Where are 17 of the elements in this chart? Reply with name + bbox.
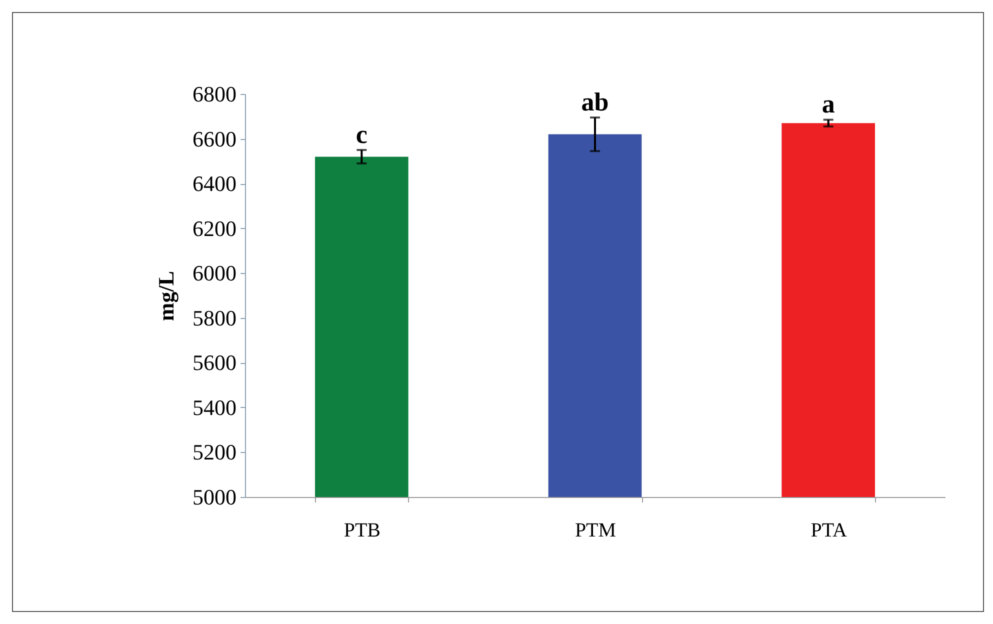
y-tick-label: 6800 bbox=[192, 82, 236, 106]
y-tick-label: 5800 bbox=[192, 305, 236, 330]
y-axis-title: mg/L bbox=[154, 270, 178, 322]
y-tick-label: 5000 bbox=[192, 484, 236, 510]
y-tick-label: 6400 bbox=[192, 171, 236, 196]
x-tick-label: PTM bbox=[574, 520, 616, 542]
y-tick-label: 5600 bbox=[192, 350, 236, 376]
y-tick-label: 6000 bbox=[192, 260, 236, 286]
y-tick-label: 5400 bbox=[192, 394, 236, 420]
y-tick-label: 6200 bbox=[192, 216, 236, 241]
y-tick-label: 6600 bbox=[192, 126, 236, 152]
y-tick-label: 5200 bbox=[192, 440, 236, 465]
annotation: a bbox=[822, 90, 835, 119]
x-tick-label: PTA bbox=[810, 520, 848, 542]
annotation: ab bbox=[581, 88, 609, 117]
x-tick-label: PTB bbox=[344, 520, 381, 542]
annotation: c bbox=[356, 120, 368, 149]
